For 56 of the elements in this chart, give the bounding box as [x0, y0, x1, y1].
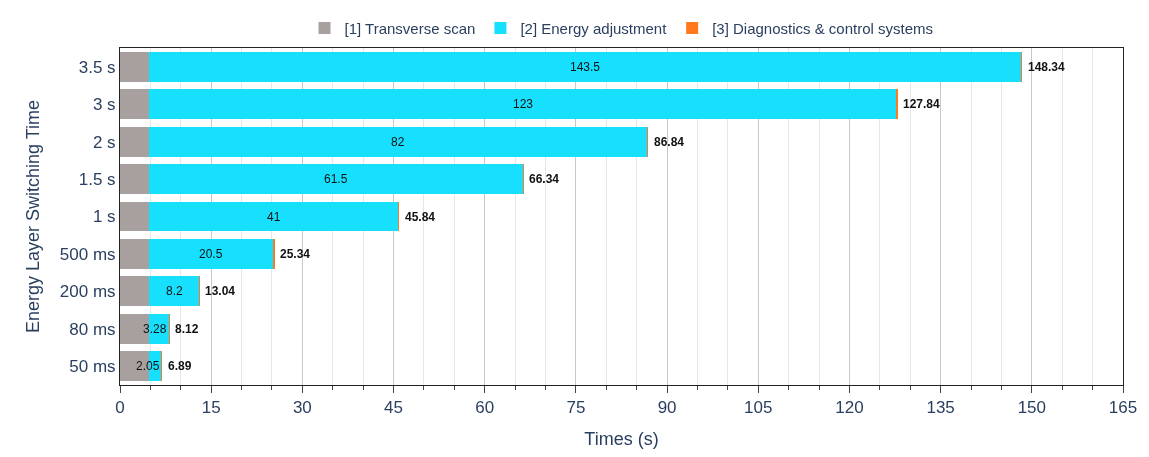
total-label: 45.84	[405, 210, 436, 224]
x-tick-label: 105	[744, 398, 773, 418]
x-tick-label: 60	[475, 398, 495, 418]
total-label: 25.34	[280, 247, 311, 261]
y-axis-title: Energy Layer Switching Time	[23, 99, 44, 334]
legend-label: [1] Transverse scan	[344, 19, 476, 37]
x-tick-label: 165	[1108, 398, 1138, 418]
data-label: 123	[513, 97, 534, 111]
bar	[120, 201, 150, 232]
data-label: 61.5	[324, 172, 348, 186]
x-tick-label: 45	[384, 398, 404, 418]
y-tick-label: 80 ms	[69, 319, 116, 339]
total-label: 127.84	[903, 97, 941, 111]
total-label: 8.12	[175, 322, 199, 336]
bar	[120, 276, 150, 307]
bar	[149, 201, 399, 232]
bar	[149, 51, 1022, 82]
y-tick-label: 1 s	[92, 207, 116, 227]
x-tick-label: 0	[115, 398, 125, 418]
bar	[149, 164, 524, 195]
y-tick-label: 3.5 s	[78, 57, 116, 77]
bar	[149, 89, 897, 120]
y-tick-label: 50 ms	[69, 357, 116, 377]
total-label: 148.34	[1028, 60, 1066, 74]
legend-label: [3] Diagnostics & control systems	[712, 19, 934, 37]
data-label: 8.2	[166, 284, 184, 298]
total-label: 86.84	[654, 135, 685, 149]
data-label: 143.5	[570, 60, 601, 74]
legend-label: [2] Energy adjustment	[520, 19, 668, 37]
data-label: 82	[391, 135, 405, 149]
x-tick-label: 75	[566, 398, 586, 418]
total-label: 13.04	[205, 284, 236, 298]
data-label: 41	[267, 210, 281, 224]
y-tick-label: 3 s	[92, 95, 116, 115]
total-label: 66.34	[529, 172, 560, 186]
data-label: 20.5	[199, 247, 223, 261]
y-tick-label: 1.5 s	[78, 170, 116, 190]
total-label: 6.89	[168, 359, 192, 373]
bar	[120, 126, 150, 157]
bar	[120, 51, 150, 82]
x-tick-label: 135	[926, 398, 955, 418]
x-tick-label: 120	[835, 398, 864, 418]
bar	[149, 276, 200, 307]
x-axis-title: Times (s)	[584, 428, 659, 449]
y-tick-label: 200 ms	[59, 282, 116, 302]
bar	[149, 126, 648, 157]
x-tick-label: 150	[1017, 398, 1047, 418]
bar	[149, 238, 274, 269]
bar	[120, 164, 150, 195]
bar	[120, 238, 150, 269]
x-tick-label: 90	[657, 398, 677, 418]
y-tick-label: 2 s	[92, 132, 116, 152]
x-tick-label: 15	[201, 398, 221, 418]
x-tick-label: 30	[292, 398, 312, 418]
bar	[120, 89, 150, 120]
y-tick-label: 500 ms	[59, 244, 116, 264]
